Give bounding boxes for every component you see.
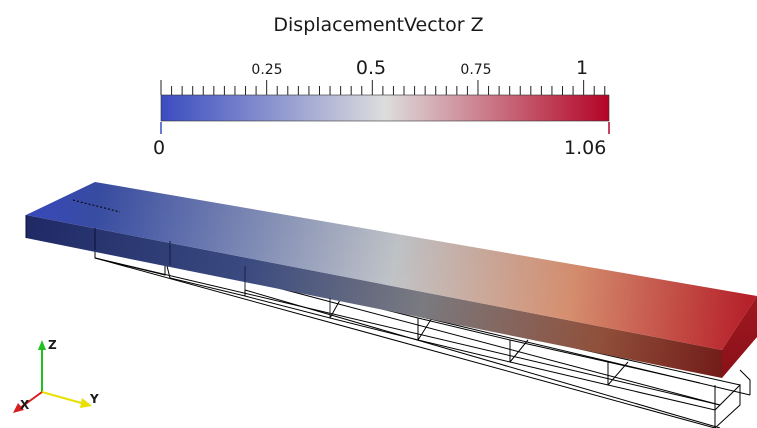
z-axis-label: Z <box>48 338 57 352</box>
beam-side-face <box>26 215 722 378</box>
orientation-axes <box>13 340 92 413</box>
z-axis-arrow <box>38 340 46 350</box>
x-axis-label: X <box>20 398 30 412</box>
y-axis-line <box>41 391 86 405</box>
scalar-bar-ticks <box>160 80 606 95</box>
scalar-bar-gradient <box>160 94 610 122</box>
x-axis-line <box>19 391 43 409</box>
beam-end-face <box>722 296 757 378</box>
scalar-bar-title: DisplacementVector Z <box>273 14 484 36</box>
y-axis-arrow <box>80 398 92 408</box>
tick-label-0-5: 0.5 <box>355 57 387 79</box>
x-axis-arrow <box>13 403 24 413</box>
deformed-beam <box>25 182 757 378</box>
range-min-label: 0 <box>153 137 166 159</box>
scalar-bar <box>160 80 610 134</box>
tick-label-0-25: 0.25 <box>251 62 283 78</box>
y-axis-label: Y <box>90 392 99 406</box>
range-max-label: 1.06 <box>564 137 607 159</box>
tick-label-1: 1 <box>575 57 589 79</box>
tick-label-0-75: 0.75 <box>460 62 492 78</box>
